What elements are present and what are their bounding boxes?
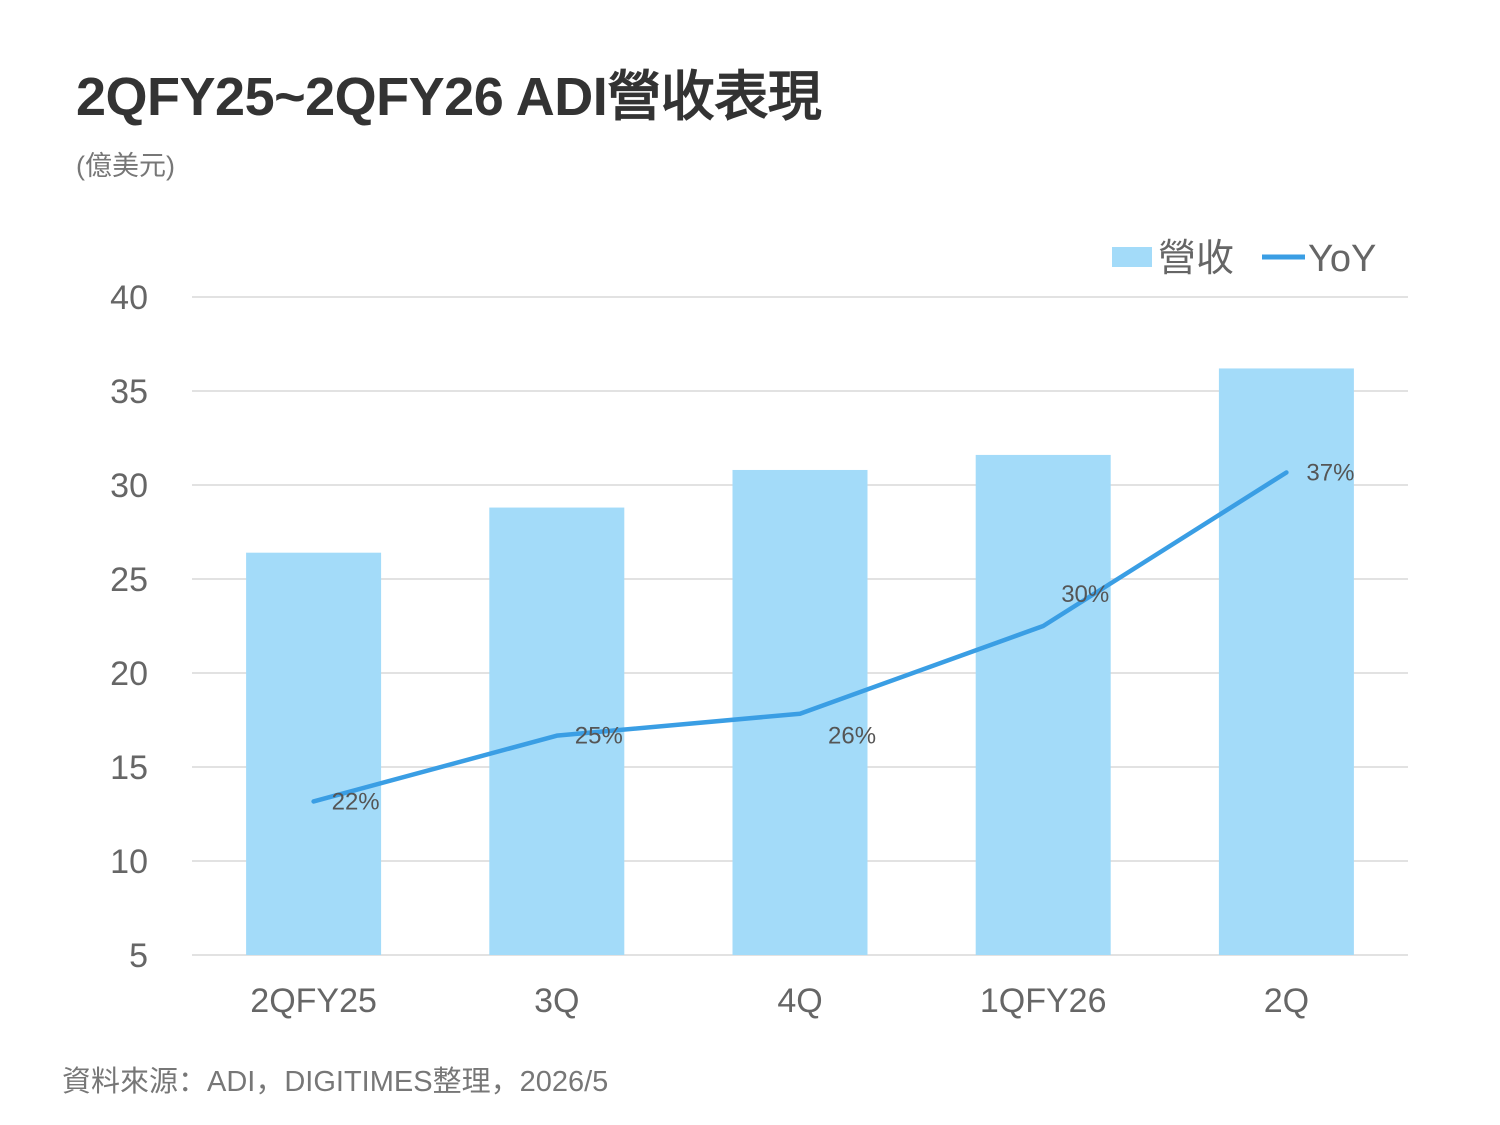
yoy-data-label: 26%	[828, 723, 876, 750]
yoy-line-layer	[311, 470, 1289, 804]
y-tick-label: 35	[110, 373, 148, 411]
legend-revenue-label: 營收	[1158, 238, 1234, 280]
revenue-bar	[975, 454, 1111, 955]
y-tick-label: 10	[110, 843, 148, 881]
y-tick-label: 15	[110, 749, 148, 787]
chart-title: 2QFY25~2QFY26 ADI營收表現	[76, 67, 822, 127]
x-category-label: 1QFY26	[980, 982, 1107, 1020]
yoy-data-label: 25%	[575, 723, 623, 750]
revenue-bar	[246, 552, 382, 955]
y-tick-label: 30	[110, 467, 148, 505]
y-tick-label: 5	[129, 937, 148, 975]
x-axis-categories: 2QFY25 3Q 4Q 1QFY26 2Q	[250, 982, 1309, 1020]
y-tick-label: 40	[110, 279, 148, 317]
x-category-label: 3Q	[534, 982, 579, 1020]
x-category-label: 2Q	[1264, 982, 1309, 1020]
yoy-data-label: 22%	[332, 788, 380, 815]
y-tick-label: 25	[110, 561, 148, 599]
x-category-label: 2QFY25	[250, 982, 377, 1020]
yoy-line	[311, 470, 1289, 804]
legend: 營收 YoY	[1112, 238, 1376, 280]
legend-yoy-label: YoY	[1308, 238, 1376, 280]
unit-label: (億美元)	[76, 151, 175, 181]
yoy-data-label: 37%	[1306, 459, 1354, 486]
yoy-data-label: 30%	[1061, 581, 1109, 608]
legend-bar-swatch	[1112, 247, 1152, 267]
revenue-bar	[1218, 368, 1354, 955]
revenue-bars	[246, 368, 1354, 955]
x-category-label: 4Q	[777, 982, 822, 1020]
source-note: 資料來源：ADI，DIGITIMES整理，2026/5	[62, 1066, 609, 1098]
y-tick-label: 20	[110, 655, 148, 693]
yoy-data-labels: 22% 25% 26% 30% 37%	[332, 459, 1355, 815]
y-axis-ticks: 5 10 15 20 25 30 35 40	[110, 279, 148, 975]
